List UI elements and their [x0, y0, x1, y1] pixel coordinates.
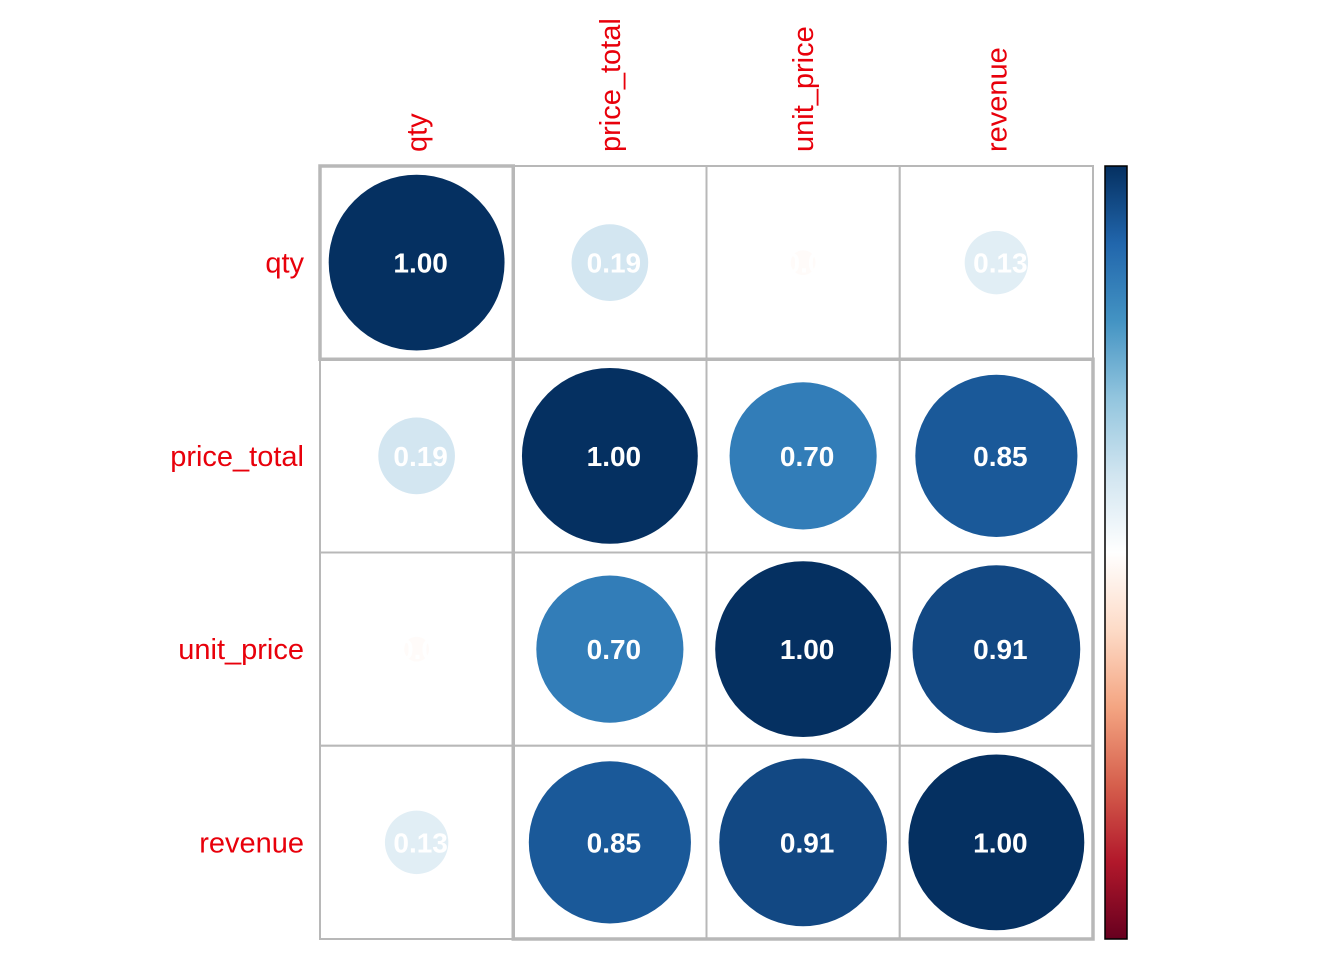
value-label: 1.00	[973, 827, 1028, 858]
value-label: 0.91	[973, 634, 1028, 665]
column-label: unit_price	[788, 26, 820, 152]
column-label: qty	[402, 113, 434, 152]
value-label: 0.85	[587, 827, 642, 858]
row-label: unit_price	[178, 634, 304, 666]
cluster-box	[511, 357, 1095, 941]
circle-layer	[328, 174, 1085, 931]
color-scale-bar	[1104, 165, 1128, 940]
correlation-circle	[521, 367, 698, 544]
value-label: 0.13	[973, 248, 1028, 279]
value-label: 1.00	[780, 634, 835, 665]
value-label: 0.91	[780, 827, 835, 858]
correlation-circle	[378, 417, 455, 495]
correlation-circle	[404, 636, 430, 662]
correlation-circle	[964, 230, 1029, 295]
correlation-circle	[384, 810, 449, 875]
row-label: qty	[265, 248, 304, 280]
correlation-circle	[536, 575, 684, 723]
correlation-circle	[719, 758, 888, 927]
correlation-circle	[790, 250, 816, 276]
value-label: 1.00	[587, 441, 642, 472]
color-legend-bar	[1104, 165, 1128, 940]
correlation-circle	[528, 761, 691, 924]
value-label: 1.00	[393, 248, 448, 279]
value-label: 0.13	[393, 827, 448, 858]
correlation-circle	[571, 224, 649, 301]
row-label: price_total	[170, 441, 304, 473]
correlation-circle	[328, 174, 505, 351]
value-label-layer: 1.00 0.19 -0.02 0.13 0.19 1.00 0.70 0.85 -0.02 0.…	[389, 248, 1028, 859]
value-label: 0.19	[587, 248, 642, 279]
row-label: revenue	[199, 827, 304, 859]
column-label: revenue	[981, 47, 1013, 152]
correlation-circle	[715, 561, 892, 738]
value-label: 0.19	[393, 441, 448, 472]
value-label: 0.70	[587, 634, 642, 665]
correlation-circle	[908, 754, 1085, 931]
column-labels: qty price_total unit_price revenue	[402, 18, 1014, 152]
column-label: price_total	[595, 18, 627, 152]
correlation-circle	[729, 382, 877, 530]
correlation-circle	[915, 374, 1078, 537]
value-label: -0.02	[775, 248, 839, 279]
value-label: -0.02	[389, 634, 453, 665]
cluster-box	[318, 164, 515, 361]
value-label: 0.70	[780, 441, 835, 472]
correlation-circle	[912, 565, 1081, 734]
value-label: 0.85	[973, 441, 1028, 472]
